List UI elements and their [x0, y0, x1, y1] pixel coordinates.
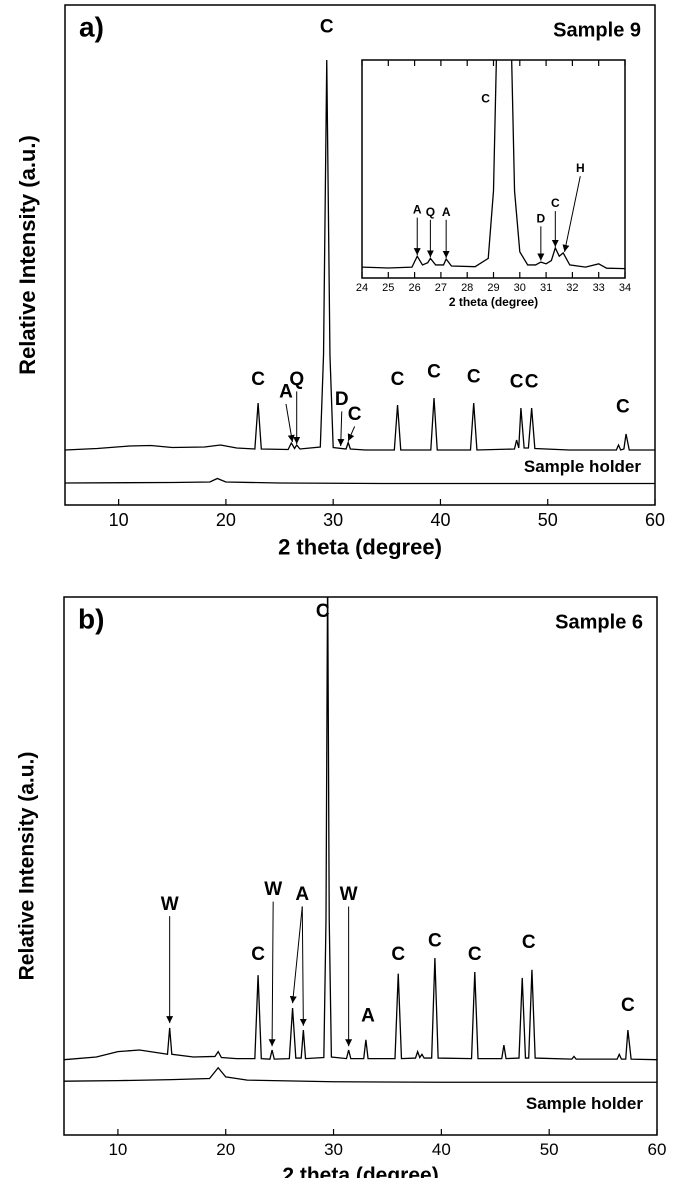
x-axis-label: 2 theta (degree): [449, 295, 538, 309]
plot-frame: [63, 596, 658, 1136]
x-tick-label: 33: [593, 282, 605, 294]
x-tick-label: 25: [382, 282, 394, 294]
x-tick-label: 29: [487, 282, 499, 294]
x-tick-label: 60: [645, 510, 665, 530]
peak-label: C: [510, 372, 524, 393]
peak-label: C: [522, 932, 536, 953]
peak-arrow: [268, 901, 276, 1047]
x-tick-label: 27: [435, 282, 447, 294]
panel: 24 25 26 27 28 29 30 31 32 33 34 2 theta (degree) A Q…: [356, 59, 631, 309]
peak-label: A: [279, 382, 293, 403]
peak-label: C: [481, 91, 490, 105]
spectrum-line: [64, 597, 657, 1061]
peak-arrow: [285, 403, 295, 443]
x-tick-label: 30: [514, 282, 526, 294]
x-tick-label: 60: [648, 1140, 667, 1159]
peak-arrow: [337, 411, 345, 447]
peak-arrow: [347, 426, 356, 442]
x-tick-label: 24: [356, 282, 368, 294]
peak-label: Q: [289, 369, 304, 390]
x-tick-label: 30: [323, 510, 343, 530]
peak-label: H: [576, 161, 585, 175]
x-tick-label: 28: [461, 282, 473, 294]
x-tick-label: 20: [216, 510, 236, 530]
spectrum-line: [65, 59, 655, 451]
spectrum-line: [64, 1066, 657, 1083]
x-tick-label: 50: [540, 1140, 559, 1159]
peak-label: C: [621, 995, 635, 1016]
peak-arrow: [299, 906, 307, 1026]
panel: 10 20 30 40 50 60 2 theta (degree) Relative Int…: [16, 596, 667, 1178]
holder-label: Sample holder: [526, 1094, 644, 1113]
x-tick-label: 20: [216, 1140, 235, 1159]
peak-label: C: [551, 196, 560, 210]
panel-label: b): [78, 603, 104, 634]
sample-label: Sample 6: [555, 611, 643, 633]
x-tick-label: 50: [538, 510, 558, 530]
x-tick-label: 30: [324, 1140, 343, 1159]
x-tick-label: 34: [619, 282, 631, 294]
peak-label: D: [537, 211, 546, 225]
peak-label: C: [428, 930, 442, 951]
x-tick-label: 40: [432, 1140, 451, 1159]
x-tick-label: 32: [566, 282, 578, 294]
peak-label: C: [525, 372, 539, 393]
peak-label: D: [335, 389, 349, 410]
peak-label: C: [391, 944, 405, 965]
peak-arrow: [562, 176, 581, 252]
spectrum-line: [65, 477, 655, 485]
sample-label: Sample 9: [553, 19, 641, 41]
peak-label: W: [161, 894, 179, 915]
peak-label: C: [616, 397, 630, 418]
peak-label: C: [251, 369, 265, 390]
x-tick-label: 40: [430, 510, 450, 530]
x-tick-label: 26: [408, 282, 420, 294]
peak-label: Q: [426, 205, 435, 219]
y-axis-label: Relative Intensity (a.u.): [16, 752, 39, 981]
y-axis-label: Relative Intensity (a.u.): [15, 135, 40, 375]
peak-label: C: [468, 944, 482, 965]
peak-label: A: [295, 884, 309, 905]
peak-label: C: [320, 17, 334, 38]
peak-label: A: [413, 203, 422, 217]
x-tick-label: 10: [108, 1140, 127, 1159]
peak-label: A: [361, 1006, 375, 1027]
peak-label: C: [467, 367, 481, 388]
peak-arrow: [289, 906, 303, 1004]
peak-label: C: [427, 362, 441, 383]
peak-label: A: [442, 205, 451, 219]
peak-label: C: [316, 601, 330, 622]
x-axis-label: 2 theta (degree): [278, 535, 442, 560]
x-tick-label: 31: [540, 282, 552, 294]
peak-label: C: [251, 944, 265, 965]
peak-label: C: [391, 369, 405, 390]
peak-label: W: [264, 879, 282, 900]
x-axis-label: 2 theta (degree): [282, 1164, 438, 1178]
holder-label: Sample holder: [524, 457, 642, 476]
peak-label: W: [340, 884, 358, 905]
x-tick-label: 10: [109, 510, 129, 530]
peak-label: C: [348, 404, 362, 425]
spectrum-line: [362, 60, 625, 270]
panel-label: a): [79, 11, 104, 42]
